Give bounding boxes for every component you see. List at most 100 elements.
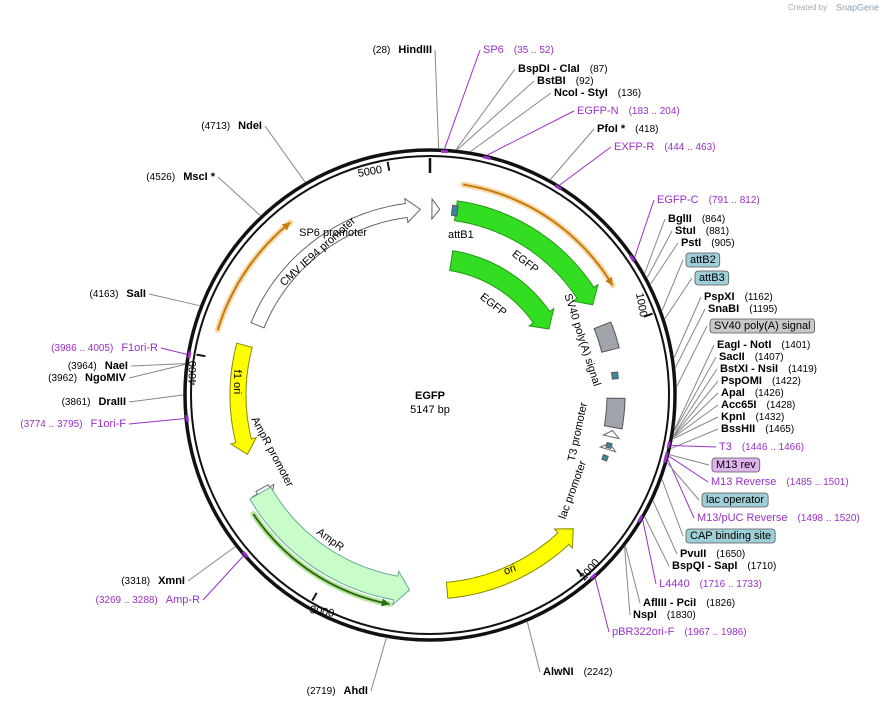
brand-name: SnapGene bbox=[836, 2, 879, 12]
primer-site-position: (183 .. 204) bbox=[629, 106, 680, 117]
feature-tag: attB3 bbox=[699, 272, 725, 284]
enzyme-site-name: PvuII bbox=[680, 548, 706, 560]
enzyme-site-name: BspQI - SapI bbox=[672, 560, 737, 572]
enzyme-site-position: (87) bbox=[590, 64, 608, 75]
enzyme-site-name: DraIII bbox=[98, 396, 126, 408]
enzyme-site-position: (881) bbox=[706, 226, 729, 237]
enzyme-site-name: PspOMI bbox=[721, 375, 762, 387]
leader-line bbox=[673, 380, 719, 437]
leader-line bbox=[487, 110, 575, 156]
leader-line bbox=[674, 344, 715, 430]
leader-line bbox=[624, 547, 631, 616]
leader-line bbox=[664, 277, 693, 319]
enzyme-site: (4526) MscI * bbox=[146, 171, 215, 183]
primer-site: T3 (1446 .. 1466) bbox=[719, 441, 804, 453]
primer-site-position: (35 .. 52) bbox=[514, 45, 554, 56]
enzyme-site: PspXI (1162) bbox=[704, 291, 773, 303]
feature-tag-box bbox=[685, 528, 776, 544]
primer-site-name: F1ori-F bbox=[91, 418, 127, 430]
enzyme-site: BssHII (1465) bbox=[721, 423, 794, 435]
enzyme-site-name: NcoI - StyI bbox=[554, 87, 608, 99]
leader-line bbox=[370, 637, 387, 692]
enzyme-site: KpnI (1432) bbox=[721, 411, 784, 423]
enzyme-site: Acc65I (1428) bbox=[721, 399, 795, 411]
enzyme-site-name: SacII bbox=[719, 351, 745, 363]
feature-label: attB1 bbox=[448, 229, 474, 241]
primer-site: EXFP-R (444 .. 463) bbox=[614, 141, 716, 153]
feature-block bbox=[593, 321, 620, 353]
leader-line bbox=[675, 308, 706, 368]
primer-site: EGFP-N (183 .. 204) bbox=[577, 105, 680, 117]
feature-tag-box bbox=[709, 318, 816, 334]
leader-line bbox=[644, 516, 670, 567]
primer-site-position: (444 .. 463) bbox=[664, 142, 715, 153]
feature-label: T3 promoter bbox=[566, 401, 590, 462]
primer-site-name: EGFP-C bbox=[657, 194, 699, 206]
enzyme-site: PspOMI (1422) bbox=[721, 375, 801, 387]
enzyme-site-name: BstXI - NsiI bbox=[720, 363, 778, 375]
enzyme-site-name: BglII bbox=[668, 213, 692, 225]
primer-site: L4440 (1716 .. 1733) bbox=[659, 578, 762, 590]
enzyme-site-position: (1432) bbox=[755, 412, 784, 423]
enzyme-site-name: HindIII bbox=[398, 44, 432, 56]
primer-arc bbox=[216, 221, 291, 331]
feature-arrow bbox=[250, 197, 422, 329]
primer-site-position: (791 .. 812) bbox=[709, 195, 760, 206]
enzyme-site-position: (3964) bbox=[68, 361, 97, 372]
enzyme-site-name: ApaI bbox=[721, 387, 745, 399]
primer-site-position: (1446 .. 1466) bbox=[742, 442, 804, 453]
leader-line bbox=[148, 293, 200, 307]
enzyme-site-position: (1407) bbox=[755, 352, 784, 363]
primer-arc bbox=[252, 513, 390, 606]
enzyme-site: (4713) NdeI bbox=[201, 120, 262, 132]
leader-line bbox=[217, 176, 261, 216]
leader-line bbox=[457, 80, 535, 150]
enzyme-site-name: NaeI bbox=[105, 360, 128, 372]
leader-line bbox=[667, 462, 700, 501]
feature-arrow bbox=[449, 250, 555, 330]
enzyme-site: StuI (881) bbox=[675, 225, 729, 237]
enzyme-site-position: (4163) bbox=[90, 289, 119, 300]
enzyme-site: BstBI (92) bbox=[537, 75, 594, 87]
enzyme-site-name: BspDI - ClaI bbox=[518, 63, 580, 75]
leader-line bbox=[634, 199, 655, 258]
leader-line bbox=[676, 325, 708, 387]
feature-tag-box bbox=[711, 457, 761, 473]
enzyme-site-position: (1426) bbox=[755, 388, 784, 399]
leader-line bbox=[526, 621, 541, 673]
enzyme-site: (3964) NaeI bbox=[68, 360, 128, 372]
primer-mark bbox=[483, 155, 491, 161]
enzyme-site-name: KpnI bbox=[721, 411, 745, 423]
enzyme-site-position: (1710) bbox=[747, 561, 776, 572]
enzyme-site-position: (1465) bbox=[765, 424, 794, 435]
primer-head bbox=[281, 222, 291, 231]
enzyme-site-name: NgoMIV bbox=[85, 372, 127, 384]
enzyme-site-position: (1830) bbox=[667, 610, 696, 621]
leader-line bbox=[470, 92, 552, 152]
primer-site-name: M13 Reverse bbox=[711, 476, 776, 488]
enzyme-site: BstXI - NsiI (1419) bbox=[720, 363, 817, 375]
feature-arrow bbox=[453, 200, 599, 306]
enzyme-site-position: (1162) bbox=[745, 292, 773, 303]
primer-site-name: M13/pUC Reverse bbox=[697, 512, 787, 524]
enzyme-site-name: StuI bbox=[675, 225, 696, 237]
enzyme-site-position: (1650) bbox=[716, 549, 745, 560]
ruler-tick bbox=[196, 353, 206, 358]
leader-line bbox=[187, 546, 236, 582]
enzyme-site-name: NspI bbox=[633, 609, 657, 621]
primer-site: (3774 .. 3795) F1ori-F bbox=[20, 418, 126, 430]
primer-site-name: F1ori-R bbox=[121, 342, 158, 354]
feature-label: ori bbox=[502, 562, 518, 577]
feature-tag: SV40 poly(A) signal bbox=[714, 320, 811, 332]
enzyme-site-name: BssHII bbox=[721, 423, 755, 435]
enzyme-site-position: (864) bbox=[702, 214, 725, 225]
primer-mark bbox=[629, 254, 636, 263]
enzyme-site-position: (3318) bbox=[121, 576, 150, 587]
leader-line bbox=[444, 49, 481, 149]
leader-line bbox=[594, 578, 610, 633]
leader-line bbox=[670, 428, 719, 449]
enzyme-site-name: AflIII - PciI bbox=[643, 597, 696, 609]
brand-prefix: Created by bbox=[788, 3, 827, 12]
enzyme-site-position: (1826) bbox=[706, 598, 735, 609]
plasmid-length: 5147 bp bbox=[410, 404, 450, 416]
